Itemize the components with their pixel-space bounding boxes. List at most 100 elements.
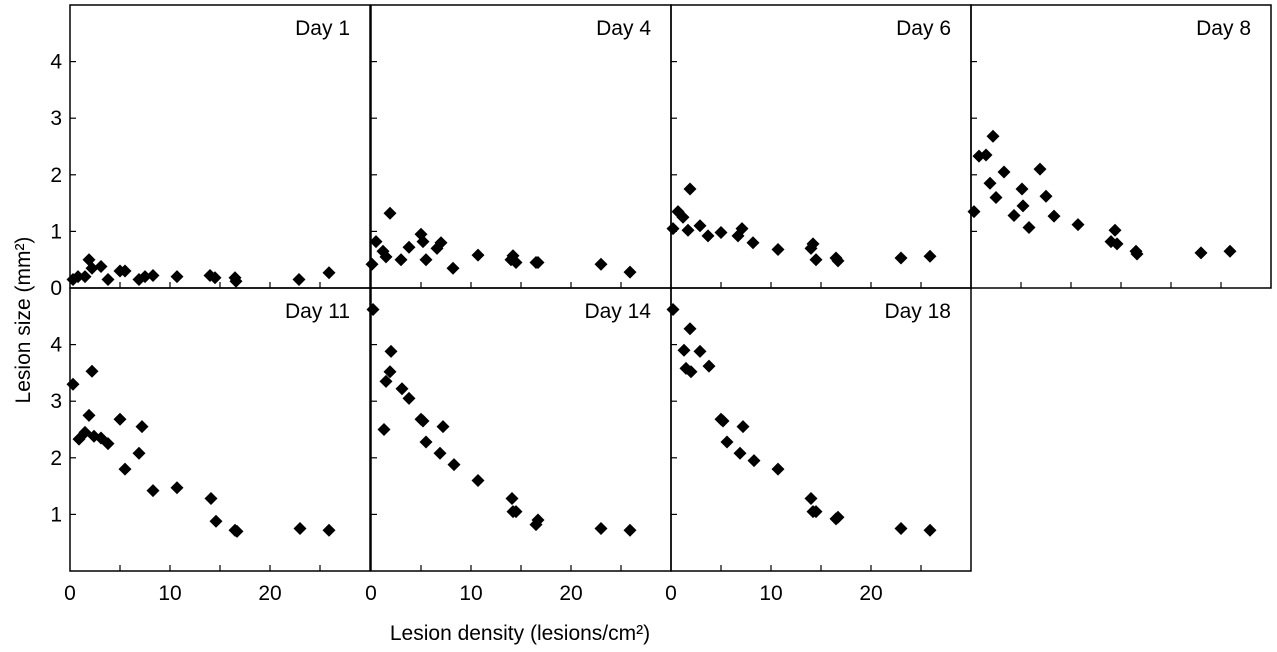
- data-point: [924, 524, 937, 537]
- panel-label: Day 11: [285, 300, 350, 323]
- data-point: [367, 303, 380, 316]
- data-point: [1034, 163, 1047, 176]
- data-point: [715, 226, 728, 239]
- data-point: [1072, 218, 1085, 231]
- data-point: [171, 270, 184, 283]
- panel-label: Day 8: [1196, 17, 1251, 40]
- data-point: [1008, 209, 1021, 222]
- data-point: [987, 130, 1000, 143]
- data-point: [924, 250, 937, 263]
- data-point: [384, 207, 397, 220]
- data-point: [667, 303, 680, 316]
- panel-6: 0 10 20Day 14: [365, 288, 671, 605]
- data-point: [721, 435, 734, 448]
- data-point: [133, 447, 146, 460]
- data-point: [67, 378, 80, 391]
- data-point: [294, 522, 307, 535]
- data-point: [395, 253, 408, 266]
- x-tick-label: 20: [559, 582, 582, 605]
- data-point: [403, 392, 416, 405]
- x-tick-label: 20: [258, 582, 281, 605]
- data-point: [119, 463, 132, 476]
- data-point: [147, 484, 160, 497]
- panel-1: 1 2 3 4 0 Day 1: [50, 5, 370, 300]
- x-tick-label: 10: [158, 582, 181, 605]
- data-point: [396, 382, 409, 395]
- data-point: [472, 474, 485, 487]
- y-tick-label: 3: [50, 390, 62, 413]
- panel-frame: [671, 5, 971, 288]
- data-point: [678, 344, 691, 357]
- data-point: [147, 269, 160, 282]
- data-point: [95, 260, 108, 273]
- x-tick-label: 10: [759, 582, 782, 605]
- panel-frame: [371, 5, 671, 288]
- data-point: [895, 252, 908, 265]
- data-point: [968, 205, 981, 218]
- data-point: [437, 420, 450, 433]
- data-point: [895, 522, 908, 535]
- data-point: [1224, 245, 1237, 258]
- data-point: [682, 224, 695, 237]
- data-point: [748, 454, 761, 467]
- y-tick-label: 4: [50, 334, 62, 357]
- data-point: [1109, 224, 1122, 237]
- data-point: [323, 524, 336, 537]
- x-tick-label: 0: [665, 582, 677, 605]
- y-tick-label: 2: [50, 164, 62, 187]
- data-point: [734, 447, 747, 460]
- data-point: [702, 229, 715, 242]
- data-point: [694, 345, 707, 358]
- panel-grid: 12340Day 1 Day 4 Day 6 Day 812340 10 20Day 11…: [50, 5, 1271, 605]
- data-point: [595, 258, 608, 271]
- data-point: [86, 365, 99, 378]
- panel-4: Day 8: [968, 5, 1272, 288]
- panel-label: Day 6: [896, 17, 951, 40]
- x-axis-title: Lesion density (lesions/cm²): [390, 622, 650, 645]
- y-tick-label: 1: [50, 220, 62, 243]
- y-tick-label: 2: [50, 447, 62, 470]
- y-tick-label: 1: [50, 503, 62, 526]
- data-point: [684, 322, 697, 335]
- panel-frame: [70, 5, 370, 288]
- data-point: [703, 360, 716, 373]
- y-tick-label: 0: [50, 277, 62, 300]
- data-point: [624, 524, 637, 537]
- data-point: [684, 182, 697, 195]
- data-point: [448, 458, 461, 471]
- data-point: [990, 191, 1003, 204]
- y-tick-label: 3: [50, 107, 62, 130]
- data-point: [420, 435, 433, 448]
- data-point: [205, 492, 218, 505]
- data-point: [293, 273, 306, 286]
- data-point: [102, 273, 115, 286]
- data-point: [1048, 210, 1061, 223]
- data-point: [532, 256, 545, 269]
- data-point: [1023, 221, 1036, 234]
- panel-label: Day 4: [596, 17, 651, 40]
- data-point: [114, 413, 127, 426]
- panel-7: 0 10 20 Day 18: [665, 288, 971, 605]
- data-point: [1017, 199, 1030, 212]
- data-point: [434, 447, 447, 460]
- data-point: [667, 222, 680, 235]
- panel-2: Day 4: [366, 5, 672, 288]
- data-point: [805, 492, 818, 505]
- data-point: [984, 177, 997, 190]
- data-point: [1040, 190, 1053, 203]
- data-point: [420, 253, 433, 266]
- data-point: [323, 266, 336, 279]
- data-point: [83, 409, 96, 422]
- data-point: [772, 243, 785, 256]
- data-point: [998, 165, 1011, 178]
- x-tick-label: 0: [365, 582, 377, 605]
- data-point: [595, 522, 608, 535]
- data-point: [385, 345, 398, 358]
- data-point: [506, 492, 519, 505]
- panel-label: Day 14: [584, 300, 651, 323]
- y-axis-title: Lesion size (mm²): [12, 237, 35, 404]
- x-tick-label: 0: [64, 582, 76, 605]
- data-point: [737, 420, 750, 433]
- data-point: [378, 423, 391, 436]
